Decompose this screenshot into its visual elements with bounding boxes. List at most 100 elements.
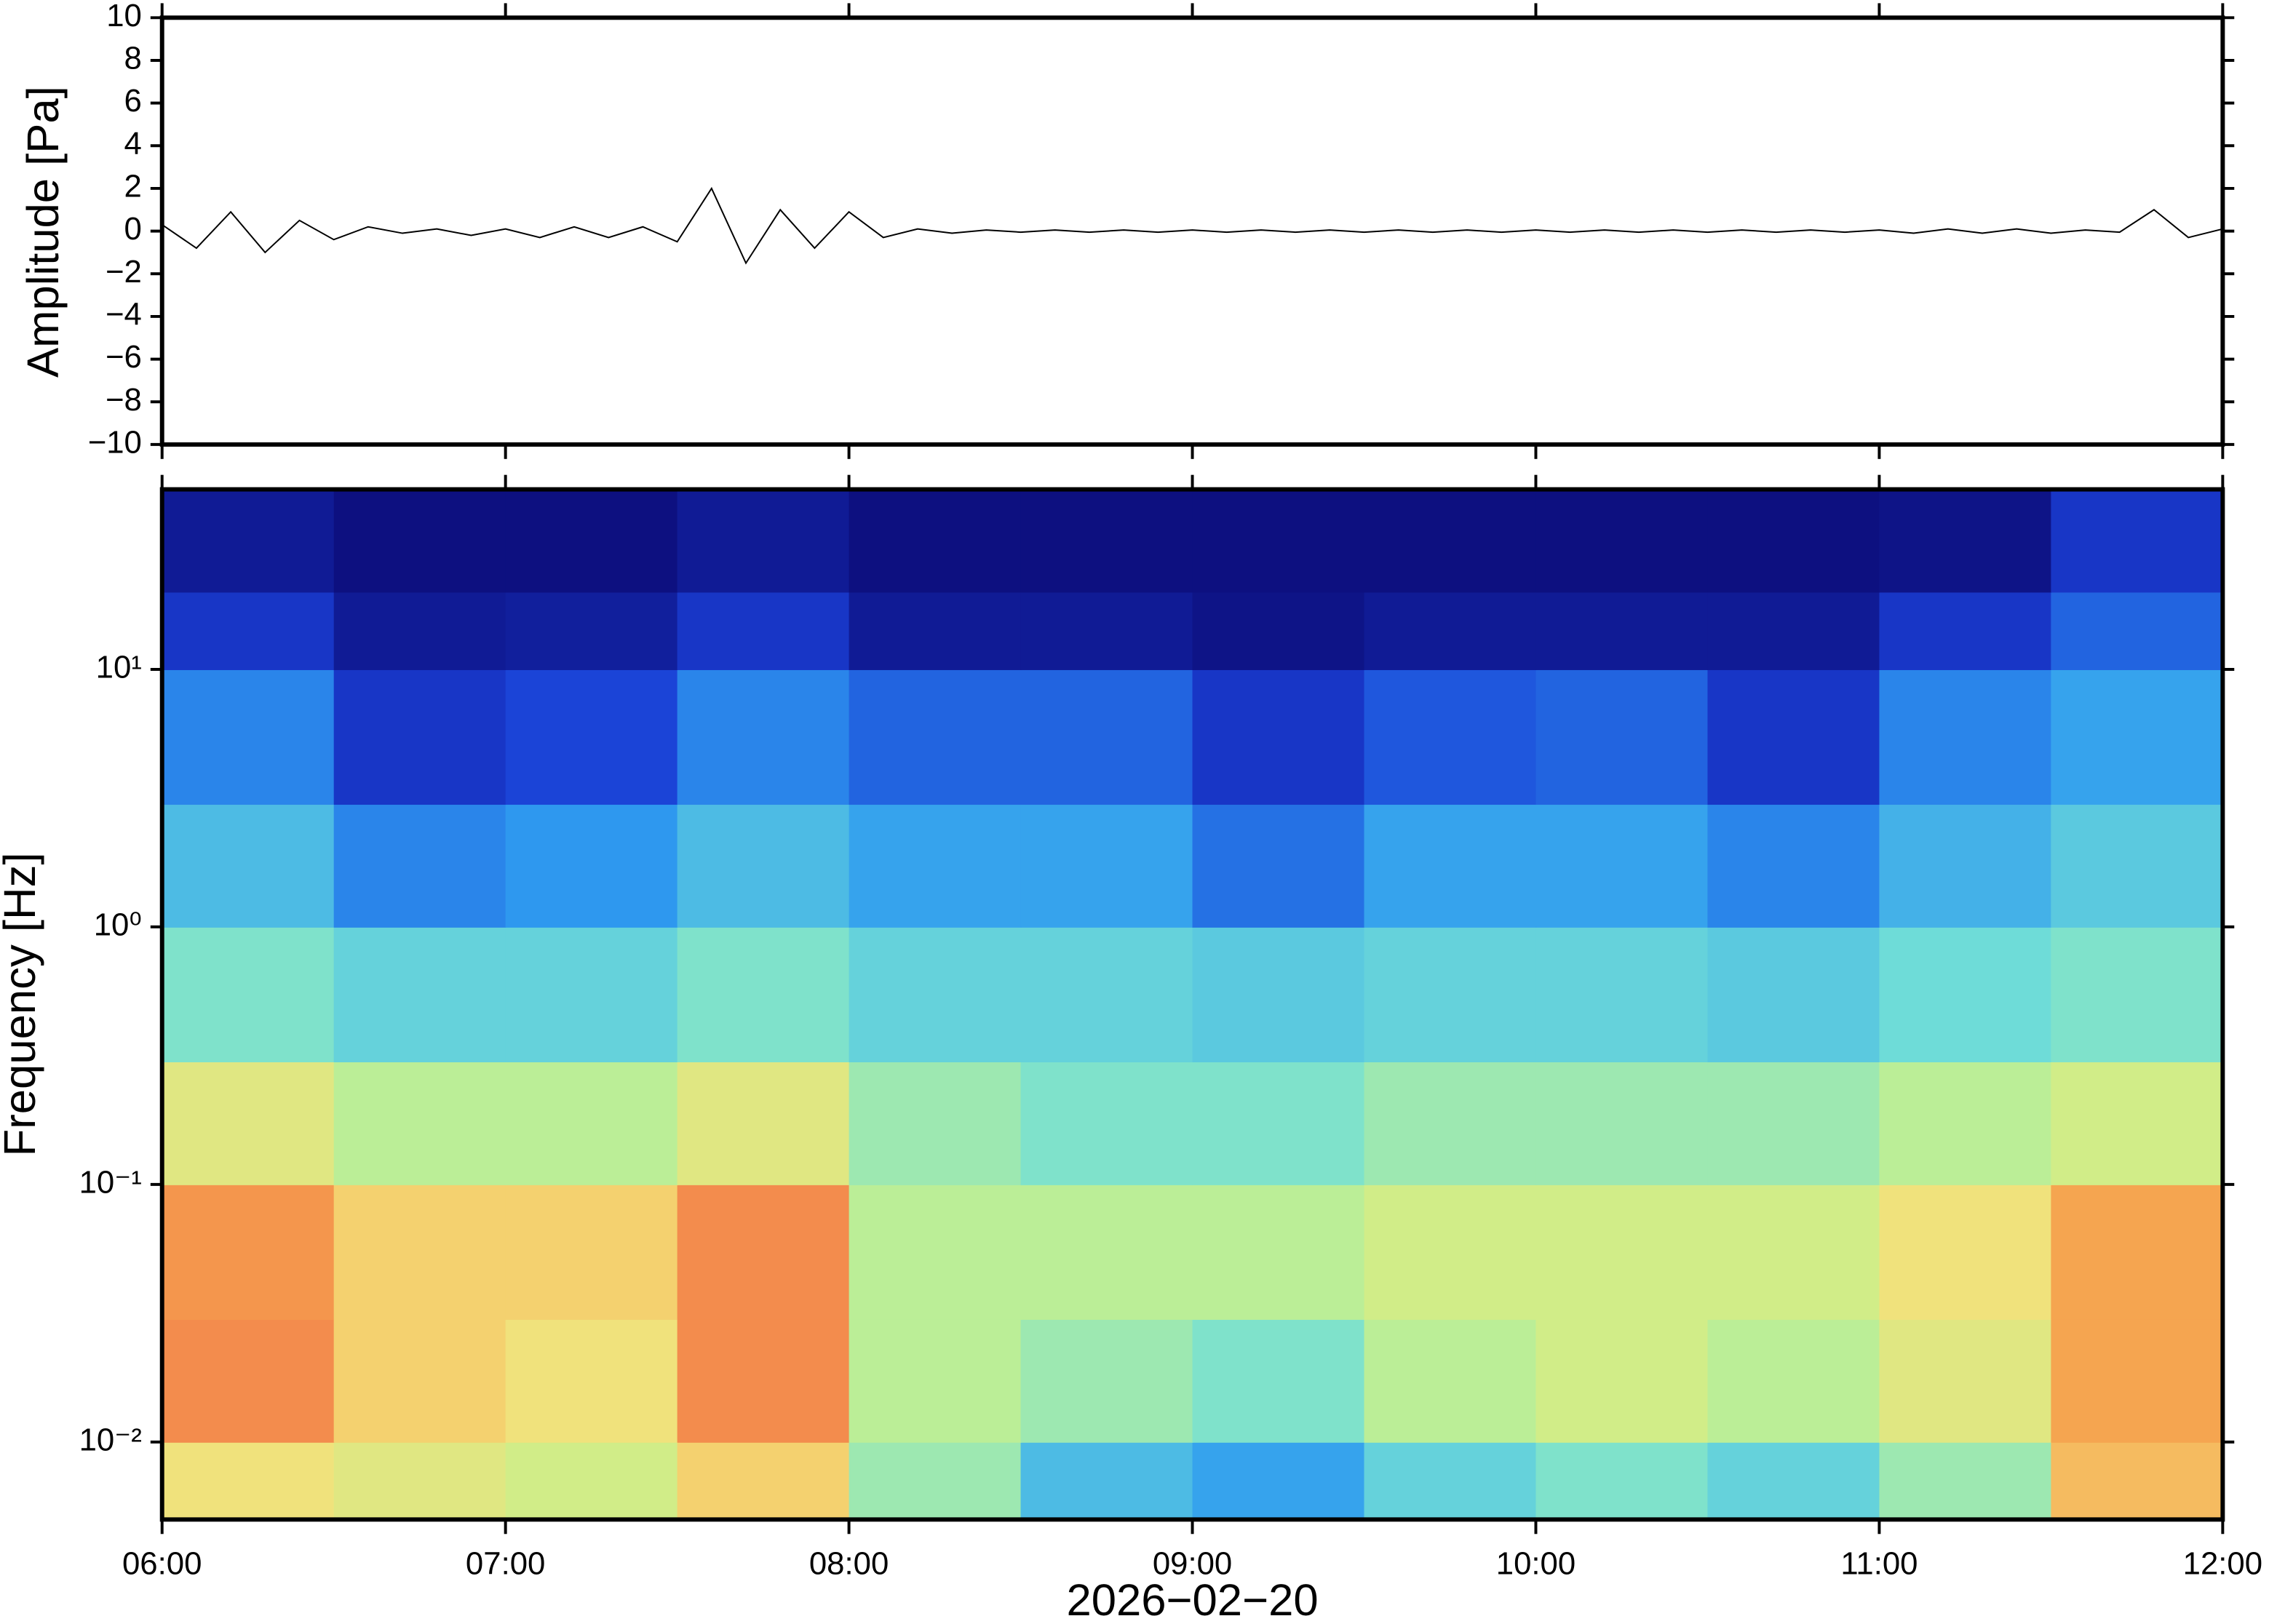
spectrogram-cell	[677, 926, 850, 1062]
spectrogram-cell	[2051, 669, 2224, 805]
spectrogram-cell	[505, 592, 678, 670]
spectrogram-cell	[1535, 1184, 1709, 1320]
spectrogram-cell	[677, 1441, 850, 1521]
spectrogram-cell	[2051, 489, 2224, 593]
spectrogram-cell	[1707, 1441, 1880, 1521]
spectrogram-cell	[1879, 669, 2052, 805]
spectrogram-cell	[849, 804, 1022, 928]
spectrogram-cell	[1192, 592, 1365, 670]
spectrogram-cell	[1879, 592, 2052, 670]
spectrogram-cell	[677, 592, 850, 670]
spectrogram-cell	[849, 489, 1022, 593]
spectrogram-cell	[1707, 926, 1880, 1062]
spectrogram-cell	[505, 804, 678, 928]
y-tick-label: −8	[106, 382, 142, 418]
spectrogram-cell	[1192, 669, 1365, 805]
spectrogram-cell	[333, 1441, 506, 1521]
y-axis-label: Frequency [Hz]	[0, 853, 45, 1157]
x-tick-label: 12:00	[2183, 1546, 2262, 1582]
spectrogram-cell	[849, 669, 1022, 805]
spectrogram-cell	[1192, 1061, 1365, 1185]
spectrogram-cell	[333, 1318, 506, 1443]
y-tick-label: 10¹	[96, 650, 142, 685]
spectrogram-cell	[1535, 669, 1709, 805]
spectrogram-cell	[677, 804, 850, 928]
spectrogram-cell	[333, 1061, 506, 1185]
spectrogram-cell	[1192, 1318, 1365, 1443]
spectrogram-cell	[1535, 592, 1709, 670]
spectrogram-cell	[1020, 592, 1193, 670]
x-tick-label: 07:00	[466, 1546, 545, 1582]
spectrogram-cell	[2051, 804, 2224, 928]
spectrogram-cell	[162, 926, 335, 1062]
spectrogram-cell	[1707, 489, 1880, 593]
spectrogram-cell	[1707, 1318, 1880, 1443]
spectrogram-cell	[1364, 592, 1537, 670]
spectrogram-cell	[162, 489, 335, 593]
spectrogram-cell	[849, 592, 1022, 670]
spectrogram-cell	[849, 1318, 1022, 1443]
spectrogram-cell	[1707, 1061, 1880, 1185]
y-tick-label: 6	[124, 83, 142, 119]
spectrogram-cell	[505, 1061, 678, 1185]
spectrogram-cell	[677, 1318, 850, 1443]
y-tick-label: 10	[106, 0, 142, 33]
spectrogram-cell	[505, 489, 678, 593]
plot-frame	[159, 15, 2225, 447]
spectrogram-cell	[1020, 926, 1193, 1062]
spectrogram-cell	[162, 1441, 335, 1521]
spectrogram-cell	[333, 592, 506, 670]
x-tick-label: 09:00	[1153, 1546, 1232, 1582]
spectrogram-cell	[505, 1441, 678, 1521]
spectrogram-cell	[1020, 669, 1193, 805]
spectrogram-cell	[677, 489, 850, 593]
spectrogram-cell	[333, 489, 506, 593]
y-tick-label: 4	[124, 126, 142, 162]
spectrogram-cell	[1192, 1184, 1365, 1320]
spectrogram-cell	[1020, 1318, 1193, 1443]
spectrogram-cell	[1192, 926, 1365, 1062]
spectrogram-cell	[505, 1318, 678, 1443]
spectrogram-cell	[1364, 1318, 1537, 1443]
spectrogram-cell	[2051, 1061, 2224, 1185]
spectrogram-cell	[162, 804, 335, 928]
spectrogram-cell	[849, 1184, 1022, 1320]
y-tick-label: 10⁻¹	[79, 1164, 142, 1200]
spectrogram-cell	[2051, 592, 2224, 670]
spectrogram-cell	[1364, 489, 1537, 593]
x-axis-label: 2026−02−20	[1066, 1575, 1318, 1624]
y-tick-label: 0	[124, 211, 142, 247]
spectrogram-cell	[1535, 1318, 1709, 1443]
y-tick-label: 10⁻²	[79, 1422, 142, 1457]
spectrogram-cell	[1879, 1318, 2052, 1443]
spectrogram-cell	[2051, 1184, 2224, 1320]
y-axis-label: Amplitude [Pa]	[18, 86, 68, 378]
y-tick-label: −4	[106, 296, 142, 332]
spectrogram-cell	[162, 1061, 335, 1185]
spectrogram-cell	[849, 1441, 1022, 1521]
spectrogram-cell	[1364, 1184, 1537, 1320]
spectrogram-cell	[677, 669, 850, 805]
spectrogram-cell	[505, 1184, 678, 1320]
spectrogram-cell	[1879, 926, 2052, 1062]
spectrogram-cell	[1364, 1061, 1537, 1185]
spectrogram-cell	[1879, 1441, 2052, 1521]
spectrogram-cell	[162, 1184, 335, 1320]
y-tick-label: 10⁰	[94, 907, 142, 942]
spectrogram-cell	[162, 1318, 335, 1443]
waveform	[162, 186, 2223, 265]
spectrogram-cell	[1020, 804, 1193, 928]
spectrogram-cell	[1364, 926, 1537, 1062]
spectrogram-cell	[1020, 1061, 1193, 1185]
spectrogram-cell	[1535, 804, 1709, 928]
spectrogram-cell	[1020, 1441, 1193, 1521]
spectrogram-cell	[1707, 1184, 1880, 1320]
y-tick-label: 2	[124, 168, 142, 204]
spectrogram-cell	[677, 1061, 850, 1185]
y-tick-label: −6	[106, 339, 142, 375]
spectrogram-cell	[333, 669, 506, 805]
x-tick-label: 06:00	[122, 1546, 202, 1582]
spectrogram-cell	[1707, 592, 1880, 670]
